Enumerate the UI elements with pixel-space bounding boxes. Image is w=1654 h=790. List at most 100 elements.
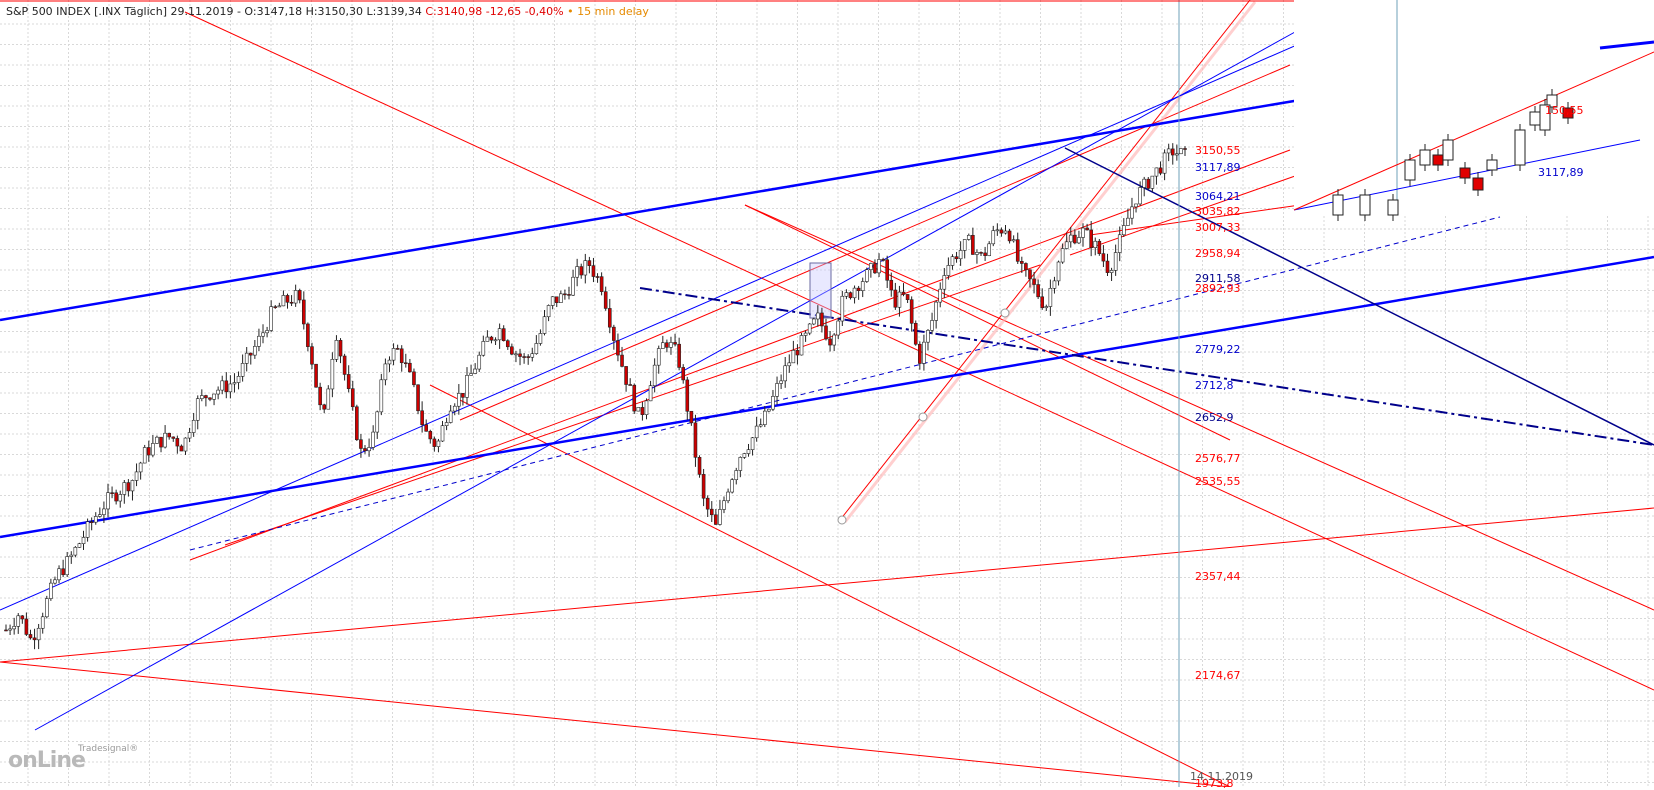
delay-notice: • 15 min delay: [567, 5, 649, 18]
candle-up: [852, 287, 857, 299]
candle-down: [363, 448, 367, 452]
candle-down: [1183, 148, 1187, 150]
inset-level-label: 150,55: [1545, 104, 1584, 117]
candle-up: [844, 292, 849, 297]
candle-up: [1134, 203, 1138, 208]
candle-up: [791, 350, 796, 364]
candle-down: [1170, 148, 1175, 156]
candle-up: [758, 424, 763, 427]
candle-down: [167, 432, 171, 438]
candle-up: [1068, 234, 1073, 243]
candle-down: [318, 386, 322, 406]
candle-up: [98, 514, 102, 517]
candle-up: [457, 393, 461, 407]
candle-up: [102, 508, 106, 515]
candle-up: [16, 615, 21, 627]
inset-candle-down: [1432, 154, 1444, 166]
inset-candle-up: [1539, 104, 1551, 131]
price-level-label: 2892,93: [1195, 282, 1241, 296]
candle-down: [126, 482, 131, 492]
candle-down: [632, 384, 637, 412]
price-level-label: 3064,21: [1195, 190, 1241, 204]
inset-candle-up: [1404, 159, 1416, 181]
candle-up: [85, 521, 90, 538]
candle-up: [326, 388, 331, 410]
candle-up: [799, 335, 804, 356]
candle-down: [432, 438, 437, 447]
candle-up: [1162, 152, 1167, 174]
candle-down: [1085, 227, 1089, 231]
inset-candle-up: [1332, 194, 1344, 216]
candle-up: [228, 383, 233, 393]
inset-candle-up: [1387, 199, 1399, 216]
candle-down: [624, 366, 628, 385]
navy-dashdot-line: [639, 287, 1654, 446]
candle-down: [428, 430, 433, 440]
candle-down: [918, 343, 922, 364]
candle-up: [220, 380, 225, 391]
candle-down: [416, 384, 420, 412]
chart-header: S&P 500 INDEX [.INX Täglich] 29.11.2019 …: [6, 5, 649, 18]
candle-down: [795, 350, 800, 356]
candle-down: [28, 634, 33, 639]
candle-down: [302, 299, 306, 325]
price-level-label: 2958,94: [1195, 246, 1241, 260]
candle-up: [1150, 175, 1155, 189]
candle-up: [542, 316, 547, 334]
red-trendline: [843, 1, 1257, 523]
candle-up: [236, 376, 241, 383]
candle-down: [714, 514, 718, 525]
candle-up: [775, 383, 779, 397]
candle-up: [922, 341, 926, 364]
candle-down: [310, 346, 314, 365]
inset-candle-down: [1562, 107, 1574, 119]
candle-up: [734, 470, 739, 481]
candle-down: [289, 301, 294, 304]
candle-up: [232, 382, 237, 385]
candle-up: [118, 494, 123, 502]
candle-up: [1154, 167, 1159, 177]
candle-down: [612, 326, 616, 341]
candle-up: [950, 256, 955, 266]
candle-up: [995, 229, 1000, 232]
candle-up: [811, 318, 816, 325]
candle-up: [1130, 206, 1134, 219]
candle-up: [440, 425, 445, 442]
candle-up: [877, 259, 881, 274]
candle-up: [155, 436, 159, 444]
candle-up: [530, 353, 535, 358]
candle-down: [1024, 263, 1028, 271]
inset-candle-up: [1546, 94, 1558, 108]
candle-down: [489, 336, 494, 341]
candle-down: [954, 256, 959, 260]
logo-wordmark: onLine: [8, 748, 86, 773]
candle-up: [387, 359, 392, 365]
candle-up: [481, 341, 486, 356]
candle-down: [873, 263, 877, 274]
candle-down: [1040, 296, 1045, 309]
candle-down: [1105, 260, 1110, 273]
candle-down: [1146, 178, 1151, 189]
candle-up: [1060, 248, 1065, 263]
candle-down: [1032, 278, 1036, 285]
candle-up: [444, 422, 449, 426]
candle-up: [93, 516, 98, 523]
candle-down: [909, 299, 914, 324]
candle-up: [77, 543, 82, 548]
price-level-label: 2576,77: [1195, 452, 1241, 466]
candle-down: [224, 380, 229, 393]
candle-down: [693, 422, 698, 458]
candle-down: [285, 295, 290, 303]
candle-up: [1175, 153, 1179, 156]
anchor-point: [1000, 308, 1010, 318]
candle-up: [8, 628, 12, 631]
candle-up: [771, 396, 775, 410]
candle-down: [338, 340, 343, 357]
price-level-label: 3035,82: [1195, 205, 1241, 219]
candle-up: [538, 333, 543, 344]
candle-down: [905, 294, 910, 300]
candle-up: [73, 547, 78, 556]
candle-down: [408, 362, 412, 373]
